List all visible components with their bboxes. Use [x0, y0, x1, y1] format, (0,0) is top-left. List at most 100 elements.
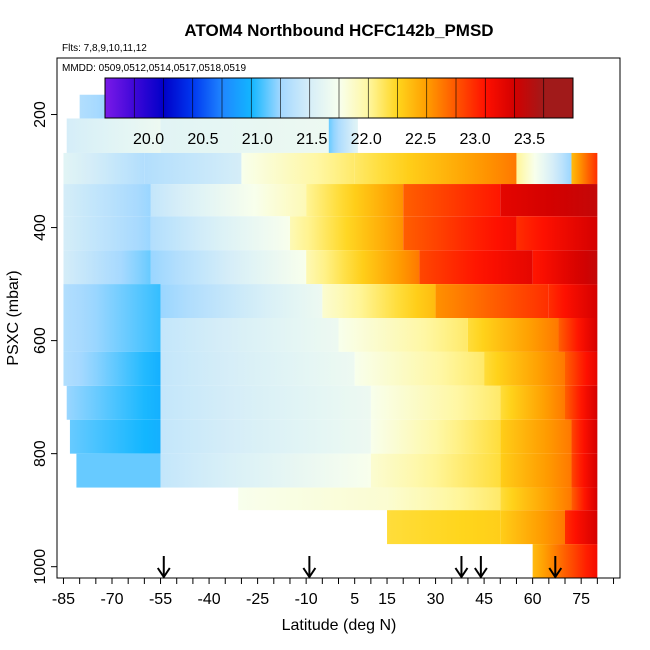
- heatmap-cell-band12-seg2: [500, 487, 572, 511]
- colorbar-swatch: [309, 78, 340, 118]
- heatmap-cell-band8-seg2: [354, 351, 485, 386]
- colorbar-swatch: [222, 78, 252, 118]
- profile-arrows: [156, 556, 563, 579]
- x-tick-label: -40: [198, 591, 221, 608]
- colorbar-swatch: [426, 78, 457, 118]
- heatmap-cell-band13-seg1: [500, 510, 565, 545]
- colorbar-swatch: [280, 78, 311, 118]
- colorbar: 20.0 20.5 21.0 21.5 22.0 22.5 23.0 23.5: [104, 77, 574, 148]
- heatmap-cell-band10-seg1: [160, 419, 371, 454]
- colorbar-swatch: [192, 78, 223, 118]
- heatmap-cell-band13-seg0: [387, 510, 501, 545]
- colorbar-swatch: [543, 78, 574, 118]
- heatmap-cell-band10-seg4: [571, 419, 598, 454]
- heatmap-cell-band6-seg1: [160, 284, 323, 318]
- heatmap-cell-band3-seg4: [500, 184, 598, 217]
- heatmap-cell-band1-seg1: [160, 118, 329, 153]
- colorbar-tick-label: 23.5: [514, 131, 545, 148]
- x-tick-label: 60: [524, 591, 542, 608]
- y-tick-label: 400: [32, 214, 49, 241]
- heatmap-cell-band11-seg2: [370, 453, 501, 488]
- y-tick-label: 200: [32, 101, 49, 128]
- y-tick-label: 800: [32, 440, 49, 467]
- heatmap-cell-band5-seg0: [63, 250, 151, 285]
- heatmap-cell-band7-seg3: [467, 318, 559, 352]
- heatmap-cell-band13-seg2: [564, 510, 598, 545]
- heatmap-cell-band10-seg3: [500, 419, 572, 454]
- colorbar-tick-label: 20.5: [187, 131, 218, 148]
- heatmap-cell-band4-seg2: [289, 216, 404, 251]
- colorbar-swatch: [514, 78, 545, 118]
- x-tick-label: -85: [52, 591, 75, 608]
- colorbar-frame: [104, 77, 574, 119]
- heatmap-cell-band7-seg1: [160, 318, 339, 352]
- heatmap-cell-band5-seg3: [419, 250, 533, 285]
- heatmap-cell-band9-seg4: [564, 385, 598, 420]
- heatmap-cell-band11-seg0: [76, 453, 161, 488]
- colorbar-tick-label: 22.0: [351, 131, 382, 148]
- colorbar-swatch: [134, 78, 164, 118]
- x-tick-label: 15: [378, 591, 396, 608]
- heatmap-cell-band11-seg1: [160, 453, 371, 488]
- heatmap-cell-band6-seg2: [322, 284, 436, 318]
- heatmap-cell-band7-seg4: [558, 318, 598, 352]
- heatmap-cell-band2-seg5: [571, 152, 598, 185]
- heatmap-cell-band2-seg3: [354, 152, 517, 185]
- heatmap-cell-band14-seg0: [532, 544, 598, 578]
- x-tick-label: -10: [295, 591, 318, 608]
- colorbar-swatch: [163, 78, 194, 118]
- heatmap-cell-band8-seg3: [484, 351, 565, 386]
- colorbar-swatch: [485, 78, 515, 118]
- heatmap-cell-band8-seg1: [160, 351, 355, 386]
- colorbar-tick-label: 23.0: [459, 131, 490, 148]
- heatmap-cell-band1-seg2: [328, 118, 358, 153]
- heatmap-cell-band12-seg1: [387, 487, 501, 511]
- heatmap-cell-band7-seg0: [63, 318, 161, 352]
- colorbar-swatch: [368, 78, 398, 118]
- heatmap-cell-band3-seg2: [306, 184, 404, 217]
- colorbar-swatch: [105, 78, 135, 118]
- heatmap-cell-band9-seg1: [160, 385, 371, 420]
- plot-frame: [56, 57, 621, 579]
- x-tick-label: -55: [149, 591, 172, 608]
- heatmap-cell-band8-seg0: [63, 351, 161, 386]
- heatmap-cell-band5-seg1: [150, 250, 307, 285]
- x-tick-label: 5: [350, 591, 359, 608]
- heatmap-cell-band2-seg0: [63, 152, 145, 185]
- heatmap-cell-band5-seg4: [532, 250, 598, 285]
- heatmap-cell-band9-seg3: [500, 385, 565, 420]
- y-tick-label: 1000: [32, 549, 49, 585]
- x-tick-label: 75: [572, 591, 590, 608]
- heatmap-cell-band9-seg0: [66, 385, 161, 420]
- heatmap-cell-band9-seg2: [370, 385, 501, 420]
- heatmap-cell-band6-seg0: [63, 284, 161, 318]
- colorbar-tick-label: 20.0: [133, 131, 164, 148]
- heatmap-cell-band3-seg0: [63, 184, 151, 217]
- heatmap-cell-band4-seg3: [403, 216, 517, 251]
- heatmap-cell-band10-seg0: [69, 419, 161, 454]
- heatmap-cell-band4-seg1: [150, 216, 290, 251]
- heatmap-cell-band7-seg2: [338, 318, 468, 352]
- heatmap-cell-band6-seg4: [548, 284, 598, 318]
- profile-arrow: [302, 556, 317, 579]
- heatmap-cell-band6-seg3: [435, 284, 549, 318]
- colorbar-tick-label: 21.5: [296, 131, 327, 148]
- colorbar-tick-label: 21.0: [242, 131, 273, 148]
- heatmap-cell-band3-seg3: [403, 184, 501, 217]
- heatmap-cell-band4-seg4: [516, 216, 598, 251]
- heatmap-cell-band12-seg3: [571, 487, 598, 511]
- colorbar-swatch: [397, 78, 428, 118]
- heatmap-cell-band11-seg4: [571, 453, 598, 488]
- heatmap-cell-band4-seg0: [63, 216, 151, 251]
- heatmap-cell-band2-seg2: [241, 152, 355, 185]
- heatmap-cell-band3-seg1: [150, 184, 307, 217]
- x-tick-label: -25: [246, 591, 269, 608]
- x-tick-label: -70: [100, 591, 123, 608]
- x-tick-label: 30: [427, 591, 445, 608]
- axes: -85 -70 -55 -40 -25 -10 5 15 30 45 60 75 200 400 600 80…: [32, 101, 615, 608]
- heatmap-cell-band1-seg0: [66, 118, 161, 153]
- profile-arrow: [454, 556, 469, 579]
- heatmap-cell-band11-seg3: [500, 453, 572, 488]
- heatmap-cell-band8-seg4: [564, 351, 598, 386]
